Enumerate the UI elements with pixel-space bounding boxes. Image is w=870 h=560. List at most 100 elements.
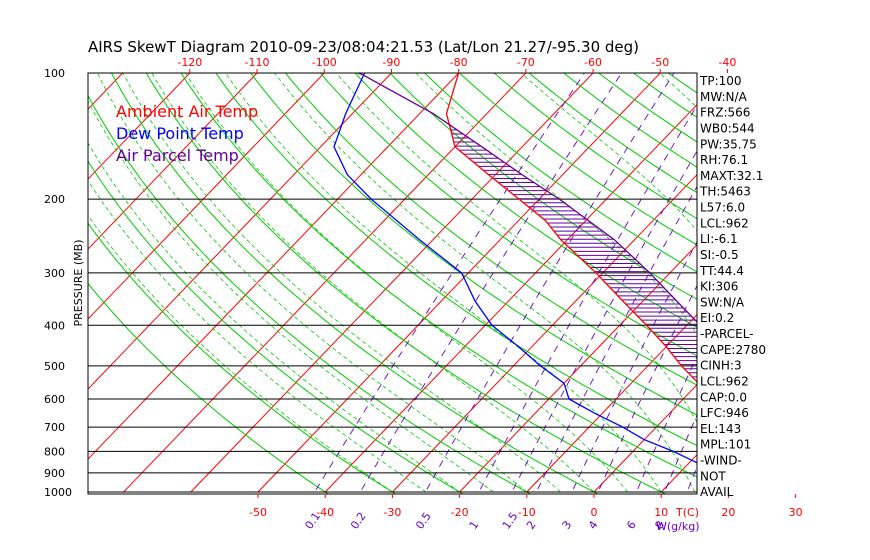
stat-item: LCL:962 — [700, 374, 749, 388]
top-tick-label: -50 — [651, 56, 669, 69]
isotherms — [88, 73, 870, 493]
dry-adiabat-line — [88, 160, 465, 494]
mixing-ratio-line — [312, 73, 585, 494]
stat-item: CAPE:2780 — [700, 343, 766, 357]
top-tick-label: -110 — [245, 56, 270, 69]
legend: Ambient Air Temp Dew Point Temp Air Parcel… — [116, 102, 258, 165]
stat-item: WB0:544 — [700, 121, 755, 135]
cape-hatching — [449, 125, 697, 382]
mixing-ratio-label: 1 — [467, 519, 482, 532]
top-temperature-axis: -120 -110 -100 -90 -80 -70 -60 -50 -40 — [177, 56, 736, 73]
mixing-ratio-label: 0.2 — [348, 510, 369, 532]
legend-entry-air-parcel-temp: Air Parcel Temp — [116, 146, 239, 165]
mixing-ratio-label: 4 — [586, 519, 601, 532]
isotherm-line — [123, 73, 527, 493]
moist-adiabat-line — [274, 73, 696, 493]
stat-item: CINH:3 — [700, 359, 742, 373]
mixing-ratio-line — [635, 355, 697, 494]
top-tick-label: -120 — [177, 56, 202, 69]
mixing-ratio-line — [510, 150, 697, 494]
mixing-ratio-line — [358, 73, 622, 494]
mixing-ratio-line — [534, 185, 697, 494]
mixing-ratio-line — [802, 73, 870, 501]
bottom-tick-label: 10 — [654, 506, 668, 519]
top-tick-label: -90 — [382, 56, 400, 69]
isotherm-line — [593, 383, 697, 493]
dry-adiabat-line — [88, 222, 397, 494]
moist-adiabat-line — [335, 73, 697, 424]
moist-adiabats — [88, 73, 863, 493]
stat-item: EL:143 — [700, 422, 741, 436]
mixing-ratio-lines — [312, 73, 870, 501]
mixing-ratio-line — [685, 465, 697, 494]
mixing-ratio-line — [861, 73, 870, 501]
series-lines — [333, 73, 697, 464]
moist-adiabat-line — [88, 214, 393, 493]
pressure-tick-label: 700 — [44, 421, 65, 434]
dry-adiabat-line — [793, 64, 870, 501]
chart-title: AIRS SkewT Diagram 2010-09-23/08:04:21.5… — [88, 38, 639, 56]
pressure-tick-label: 900 — [44, 467, 65, 480]
stat-item: MW:N/A — [700, 90, 748, 104]
dry-adiabat-line — [284, 73, 697, 386]
mixing-ratio-label: 6 — [624, 519, 639, 532]
top-tick-label: -100 — [312, 56, 337, 69]
bottom-tick-label: 30 — [789, 506, 803, 519]
moist-adiabat-line — [97, 73, 528, 493]
bottom-tick-label: -40 — [316, 506, 334, 519]
moist-adiabat-line — [151, 73, 595, 493]
mixing-ratio-line — [835, 73, 870, 501]
dry-adiabat-line — [423, 73, 697, 273]
moist-adiabat-line — [122, 73, 561, 493]
mixing-ratio-line — [757, 73, 870, 501]
mixing-ratio-axis: 0.1 0.2 0.5 1 1.5 2 3 4 6 8 — [302, 510, 667, 532]
moist-adiabat-line — [659, 73, 697, 109]
isotherm-line — [863, 73, 870, 492]
stat-item: TH:5463 — [699, 185, 751, 199]
stat-item: SW:N/A — [700, 295, 745, 309]
isotherm-line — [796, 73, 870, 492]
stat-item: AVAIL — [700, 485, 734, 499]
y-axis-label: PRESSURE (MB) — [72, 240, 85, 327]
dry-adiabat-line — [88, 282, 330, 494]
moist-adiabat-line — [805, 73, 863, 492]
isotherm-line — [88, 73, 325, 320]
stat-item: CAP:0.0 — [700, 390, 747, 404]
dry-adiabat-line — [215, 73, 697, 447]
isotherm-line — [190, 73, 594, 493]
stat-item: LCL:962 — [700, 216, 749, 230]
pressure-tick-label: 200 — [44, 193, 65, 206]
stat-item: FRZ:566 — [700, 106, 750, 120]
dry-adiabat-line — [458, 73, 697, 246]
stat-item: L57:6.0 — [700, 201, 745, 215]
stat-item: NOT — [700, 469, 726, 483]
mixing-ratio-label: 3 — [560, 519, 575, 532]
stat-item: KI:306 — [700, 280, 738, 294]
dry-adiabat-line — [88, 94, 532, 494]
isotherm-line — [88, 73, 392, 390]
moist-adiabat-line — [88, 142, 460, 493]
mixing-ratio-line — [570, 240, 697, 494]
top-tick-label: -60 — [584, 56, 602, 69]
stat-item: TT:44.4 — [699, 264, 744, 278]
pressure-tick-label: 400 — [44, 319, 65, 332]
mixing-ratio-label: 0.5 — [413, 510, 434, 532]
isotherm-line — [459, 243, 697, 493]
isotherm-line — [728, 73, 870, 492]
stat-item: LFC:946 — [700, 406, 749, 420]
stat-item: PW:35.75 — [700, 137, 757, 151]
moist-adiabat-line — [88, 179, 427, 493]
dry-adiabat-line — [110, 73, 599, 494]
mixing-ratio-line — [663, 413, 697, 494]
stat-item: TP:100 — [699, 74, 742, 88]
isotherm-line — [660, 453, 697, 493]
dry-adiabat-line — [145, 73, 667, 494]
ambient-air-temp-line — [445, 73, 697, 383]
x-axis-unit-label: T(C) — [675, 506, 699, 519]
stat-item: SI:-0.5 — [700, 248, 739, 262]
stat-item: MAXT:32.1 — [700, 169, 763, 183]
top-tick-label: -40 — [718, 56, 736, 69]
dry-adiabat-line — [389, 73, 697, 300]
top-tick-label: -70 — [517, 56, 535, 69]
